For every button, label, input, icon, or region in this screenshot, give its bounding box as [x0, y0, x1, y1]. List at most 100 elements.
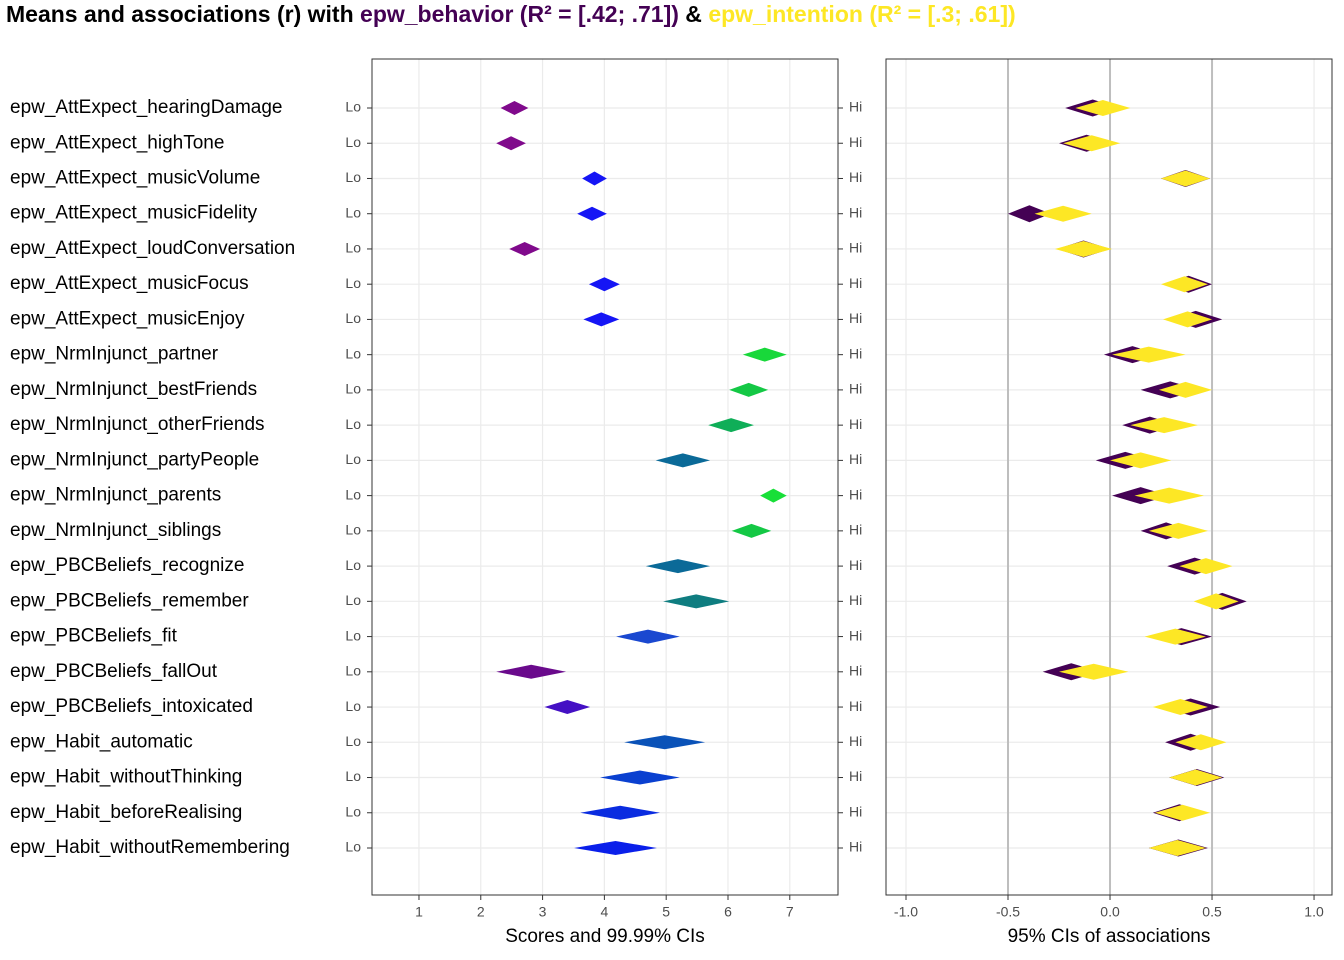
lo-label: Lo	[345, 204, 361, 220]
category-label: epw_PBCBeliefs_remember	[10, 590, 249, 611]
ci-diamond	[1112, 346, 1186, 363]
ci-diamond	[1161, 276, 1208, 293]
x-axis-title: 95% CIs of associations	[1008, 926, 1211, 947]
hi-label: Hi	[849, 169, 862, 185]
ci-diamond	[1034, 205, 1092, 222]
title-joiner: &	[679, 1, 708, 27]
mean-diamond	[742, 347, 787, 362]
hi-label: Hi	[849, 451, 862, 467]
mean-diamond	[655, 453, 711, 468]
ci-diamond	[1144, 628, 1206, 645]
ci-diamond	[1169, 769, 1223, 786]
category-label: epw_NrmInjunct_siblings	[10, 520, 221, 541]
lo-label: Lo	[345, 698, 361, 714]
x-tick-label: 3	[539, 904, 547, 920]
ci-diamond	[1134, 487, 1204, 504]
ci-diamond	[1148, 522, 1208, 539]
lo-label: Lo	[345, 803, 361, 819]
category-label: epw_PBCBeliefs_intoxicated	[10, 696, 253, 717]
hi-label: Hi	[849, 627, 862, 643]
lo-label: Lo	[345, 381, 361, 397]
mean-diamond	[708, 418, 754, 433]
category-label: epw_AttExpect_musicEnjoy	[10, 308, 245, 329]
mean-diamond	[645, 559, 711, 574]
category-label: epw_PBCBeliefs_fallOut	[10, 661, 218, 682]
x-tick-label: 1.0	[1304, 904, 1324, 920]
ci-diamond	[1008, 205, 1051, 223]
mean-diamond	[624, 735, 706, 750]
lo-label: Lo	[345, 839, 361, 855]
hi-label: Hi	[849, 240, 862, 256]
hi-label: Hi	[849, 204, 862, 220]
title-behavior: epw_behavior (R² = [.42; .71])	[360, 1, 679, 27]
hi-label: Hi	[849, 134, 862, 150]
ci-diamond	[1163, 311, 1213, 328]
hi-label: Hi	[849, 416, 862, 432]
x-tick-label: 0.5	[1202, 904, 1222, 920]
category-label: epw_AttExpect_highTone	[10, 132, 224, 153]
hi-label: Hi	[849, 803, 862, 819]
lo-label: Lo	[345, 451, 361, 467]
x-tick-label: 4	[600, 904, 608, 920]
plot-border	[371, 58, 839, 896]
category-label: epw_Habit_beforeRealising	[10, 802, 242, 823]
x-tick-label: 1	[415, 904, 423, 920]
x-axis-title: Scores and 99.99% CIs	[505, 926, 705, 947]
lo-label: Lo	[345, 240, 361, 256]
x-tick-label: -0.5	[996, 904, 1020, 920]
ci-diamond	[1063, 135, 1121, 152]
hi-label: Hi	[849, 486, 862, 502]
chart-title: Means and associations (r) with epw_beha…	[6, 1, 1016, 27]
mean-diamond	[582, 171, 607, 186]
x-tick-label: -1.0	[894, 904, 918, 920]
x-tick-label: 5	[662, 904, 670, 920]
mean-diamond	[729, 382, 769, 397]
category-label: epw_PBCBeliefs_fit	[10, 626, 178, 647]
hi-label: Hi	[849, 698, 862, 714]
mean-diamond	[731, 523, 772, 538]
ci-diamond	[1059, 663, 1129, 680]
category-label: epw_NrmInjunct_parents	[10, 485, 221, 506]
lo-label: Lo	[345, 768, 361, 784]
hi-label: Hi	[849, 839, 862, 855]
ci-diamond	[1158, 381, 1213, 398]
lo-label: Lo	[345, 416, 361, 432]
category-label: epw_NrmInjunct_partyPeople	[10, 449, 259, 470]
hi-label: Hi	[849, 345, 862, 361]
lo-label: Lo	[345, 486, 361, 502]
mean-diamond	[500, 101, 529, 115]
plot-background	[372, 59, 838, 895]
ci-diamond	[1154, 804, 1210, 821]
category-label: epw_Habit_withoutThinking	[10, 767, 242, 788]
hi-label: Hi	[849, 275, 862, 291]
lo-label: Lo	[345, 275, 361, 291]
hi-label: Hi	[849, 99, 862, 115]
ci-diamond	[1175, 734, 1227, 751]
ci-diamond	[1193, 593, 1239, 610]
category-label: epw_NrmInjunct_otherFriends	[10, 414, 265, 435]
x-tick-label: 0.0	[1100, 904, 1120, 920]
mean-diamond	[496, 664, 567, 679]
lo-label: Lo	[345, 134, 361, 150]
lo-label: Lo	[345, 592, 361, 608]
plot-background	[886, 59, 1332, 895]
ci-diamond	[1054, 240, 1113, 257]
hi-label: Hi	[849, 522, 862, 538]
ci-diamond	[1075, 100, 1131, 116]
ci-diamond	[1110, 452, 1172, 469]
mean-diamond	[574, 841, 657, 855]
plot-border	[885, 58, 1333, 896]
ci-diamond	[1152, 699, 1208, 716]
category-label: epw_PBCBeliefs_recognize	[10, 555, 244, 576]
lo-label: Lo	[345, 99, 361, 115]
mean-diamond	[588, 277, 620, 292]
category-label: epw_Habit_withoutRemembering	[10, 837, 290, 858]
mean-diamond	[509, 241, 541, 256]
lo-label: Lo	[345, 169, 361, 185]
mean-diamond	[583, 312, 620, 327]
title-prefix: Means and associations (r) with	[6, 1, 360, 27]
hi-label: Hi	[849, 663, 862, 679]
ci-diamond	[1179, 558, 1233, 575]
category-label: epw_AttExpect_musicFocus	[10, 273, 249, 294]
x-tick-label: 7	[786, 904, 794, 920]
